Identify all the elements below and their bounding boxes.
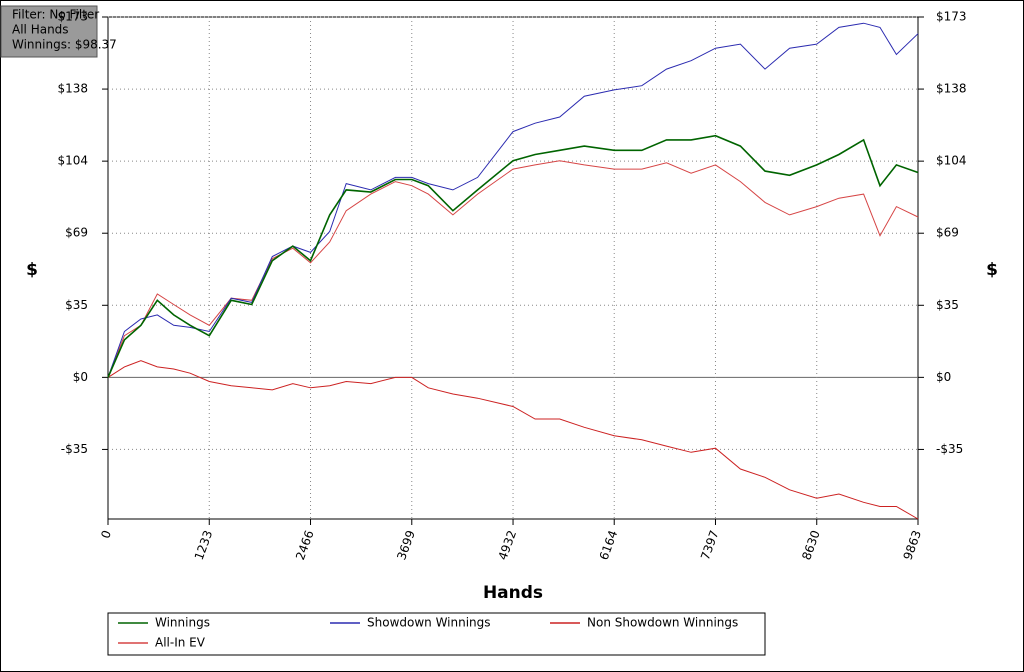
y2-tick-label: $0: [936, 370, 951, 384]
info-box: [0, 5, 98, 58]
y-tick-label: $173: [57, 10, 88, 24]
y2-tick-label: $69: [936, 226, 959, 240]
y-tick-label: $138: [57, 82, 88, 96]
info-text: Filter: No Filter: [12, 8, 99, 22]
x-axis-label: Hands: [483, 583, 543, 603]
y2-tick-label: $104: [936, 154, 967, 168]
series-line: [107, 360, 919, 520]
info-text: All Hands: [12, 23, 69, 37]
series-line: [107, 160, 919, 378]
legend-label: Winnings: [155, 616, 210, 630]
y-tick-label: $35: [65, 298, 88, 312]
info-text: Winnings: $98.37: [12, 38, 117, 52]
y2-tick-label: $173: [936, 10, 967, 24]
y2-axis-label: $: [986, 260, 998, 280]
y2-tick-label: $35: [936, 298, 959, 312]
y2-tick-label: -$35: [936, 442, 963, 456]
y-tick-label: $0: [73, 370, 88, 384]
x-tick-label: 0: [98, 528, 114, 540]
y-tick-label: -$35: [61, 442, 88, 456]
y-tick-label: $69: [65, 226, 88, 240]
series-line: [107, 22, 919, 378]
series-line: [107, 134, 919, 378]
legend-label: All-In EV: [155, 636, 206, 650]
legend-label: Showdown Winnings: [367, 616, 491, 630]
legend: [107, 612, 766, 656]
y-tick-label: $104: [57, 154, 88, 168]
y2-tick-label: $138: [936, 82, 967, 96]
legend-label: Non Showdown Winnings: [587, 616, 738, 630]
y-axis-label: $: [26, 260, 38, 280]
